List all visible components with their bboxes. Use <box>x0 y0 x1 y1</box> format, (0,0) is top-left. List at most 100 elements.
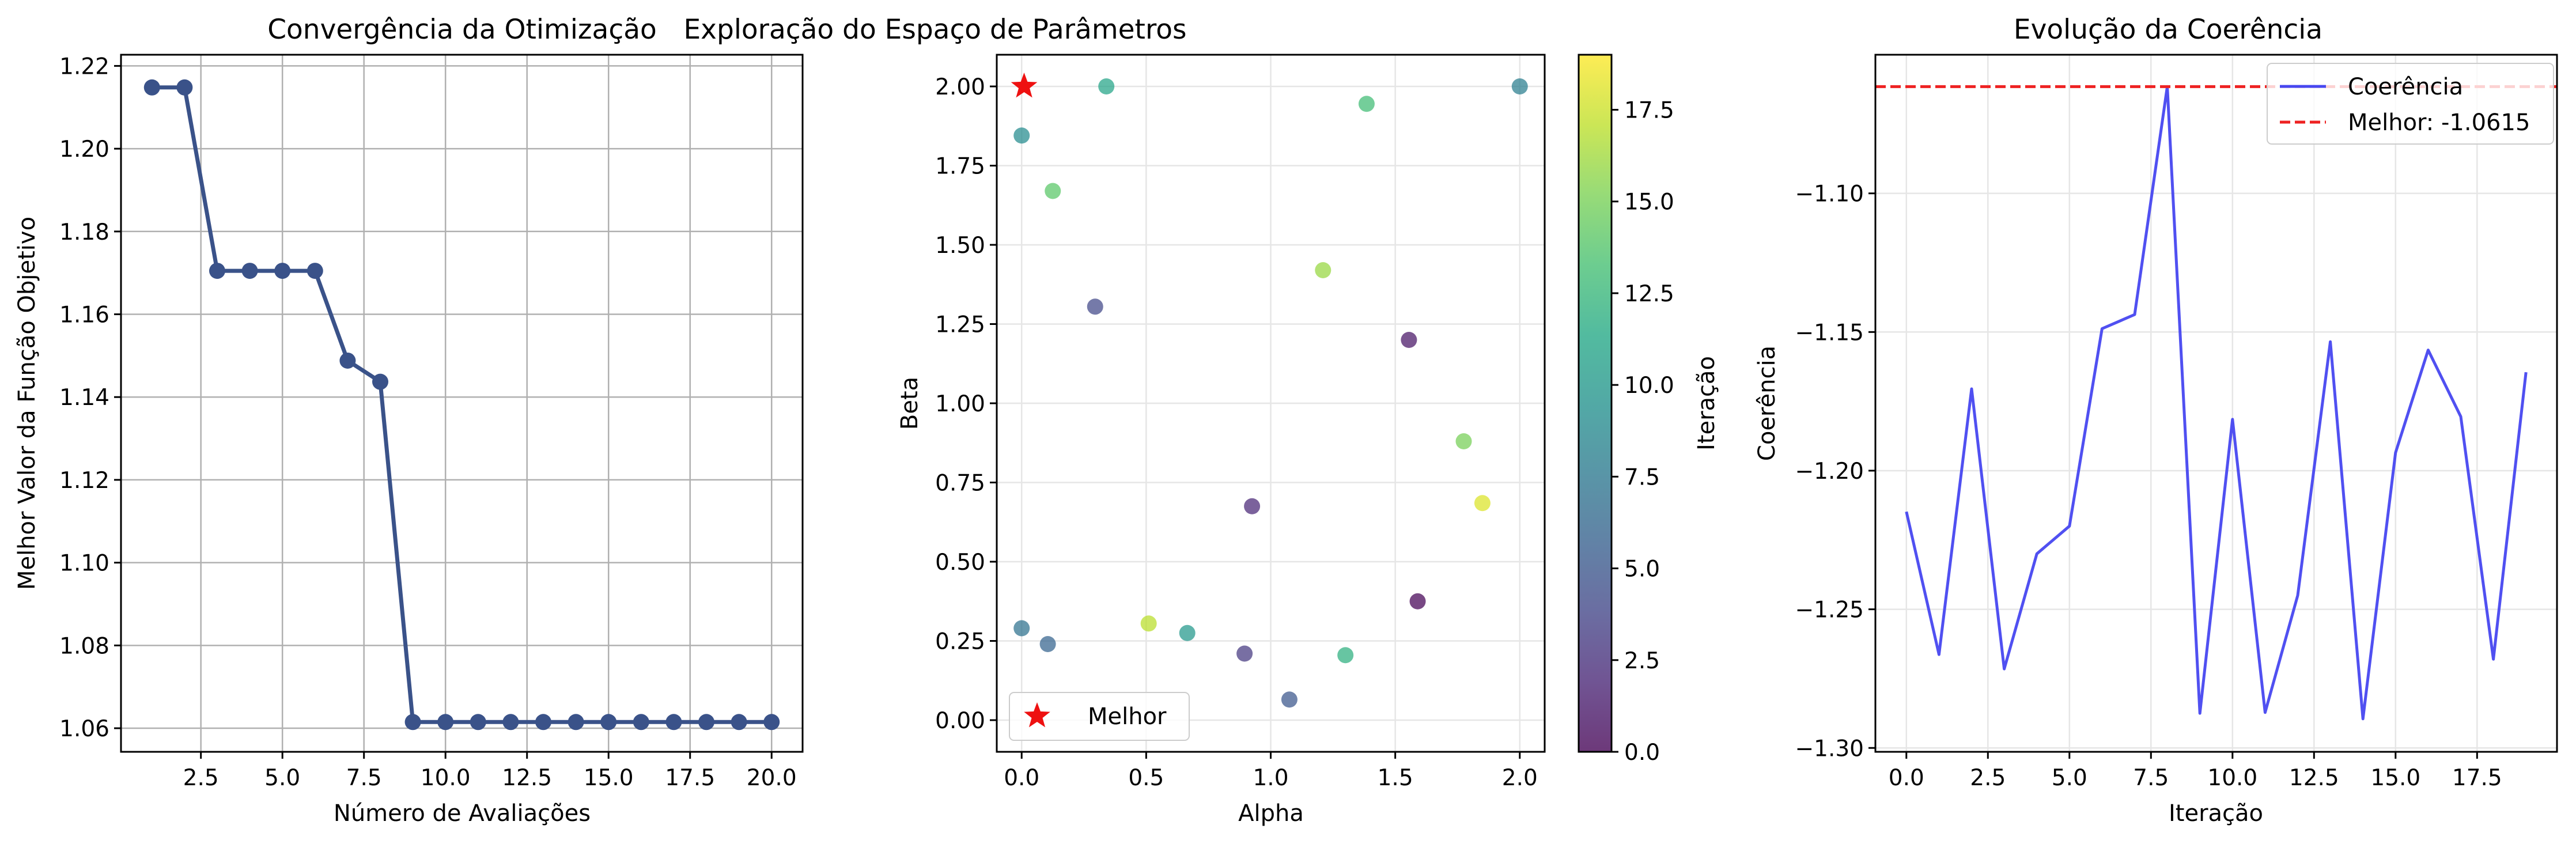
convergence-xtick-label: 10.0 <box>421 765 471 791</box>
convergence-point <box>404 714 421 731</box>
coherence-xtick-label: 0.0 <box>1889 765 1924 791</box>
parameter-point <box>1236 645 1253 662</box>
coherence-ylabel: Coerência <box>1754 346 1780 461</box>
parameter-point <box>1474 495 1491 512</box>
convergence-point <box>209 263 225 279</box>
parameter-space-ytick-label: 1.50 <box>935 233 985 259</box>
coherence-xtick-label: 17.5 <box>2452 765 2502 791</box>
colorbar-gradient <box>1579 55 1612 752</box>
coherence-legend-label: Coerência <box>2348 74 2463 100</box>
coherence-xtick-label: 10.0 <box>2207 765 2257 791</box>
convergence-ytick-label: 1.18 <box>59 219 109 245</box>
convergence-ytick-label: 1.06 <box>59 716 109 742</box>
convergence-ytick-label: 1.22 <box>59 54 109 80</box>
parameter-point <box>1409 593 1426 610</box>
parameter-space-xtick-label: 2.0 <box>1502 765 1538 791</box>
convergence-point <box>633 714 649 731</box>
convergence-point <box>143 79 160 96</box>
colorbar-frame <box>1578 54 1613 753</box>
parameter-space-xtick-label: 1.0 <box>1253 765 1288 791</box>
parameter-point <box>1098 78 1115 94</box>
coherence-line <box>1905 85 2528 721</box>
parameter-space-ytick-label: 0.75 <box>935 471 985 497</box>
convergence-xtick-label: 5.0 <box>264 765 300 791</box>
colorbar-label: Iteração <box>1693 356 1720 451</box>
colorbar-tick-label: 10.0 <box>1624 373 1674 399</box>
coherence-xtick-label: 12.5 <box>2289 765 2339 791</box>
parameter-space-ytick-label: 1.00 <box>935 391 985 417</box>
colorbar-tick-label: 5.0 <box>1624 557 1660 582</box>
parameter-space-xtick-label: 0.5 <box>1128 765 1164 791</box>
parameter-space-chart: Exploração do Espaço de Parâmetros 0.0 0.… <box>683 14 1720 827</box>
coherence-chart: Evolução da Coerência 0.0 2.5 5.0 7.5 10.0 12… <box>1754 14 2558 827</box>
parameter-space-legend-label: Melhor <box>1088 703 1167 730</box>
parameter-point <box>1140 615 1157 632</box>
convergence-plot-frame <box>120 54 804 753</box>
convergence-xtick-label: 20.0 <box>747 765 797 791</box>
parameter-point <box>1401 332 1417 348</box>
parameter-space-ylabel: Beta <box>897 377 923 430</box>
colorbar-tick-label: 15.0 <box>1624 190 1674 215</box>
coherence-xtick-label: 7.5 <box>2133 765 2169 791</box>
convergence-xtick-label: 7.5 <box>346 765 382 791</box>
convergence-ytick-label: 1.20 <box>59 137 109 162</box>
convergence-point <box>665 714 682 731</box>
coherence-legend: Coerência Melhor: -1.0615 <box>2267 63 2554 145</box>
convergence-point <box>600 714 617 731</box>
coherence-xtick-label: 5.0 <box>2052 765 2087 791</box>
parameter-point <box>1337 647 1354 664</box>
parameter-space-ytick-label: 1.25 <box>935 312 985 338</box>
parameter-space-ytick-label: 1.75 <box>935 154 985 180</box>
convergence-point <box>307 263 323 279</box>
coherence-xtick-label: 2.5 <box>1970 765 2006 791</box>
coherence-ytick-label: −1.10 <box>1795 181 1864 207</box>
parameter-point <box>1179 625 1196 641</box>
convergence-point <box>274 263 291 279</box>
convergence-title: Convergência da Otimização <box>267 14 657 46</box>
coherence-xlabel: Iteração <box>2169 800 2263 827</box>
convergence-point <box>731 714 747 731</box>
parameter-point <box>1045 183 1061 199</box>
parameter-point <box>1013 127 1030 144</box>
parameter-point <box>1013 620 1030 637</box>
convergence-xtick-label: 12.5 <box>502 765 552 791</box>
convergence-ytick-label: 1.14 <box>59 385 109 411</box>
colorbar-tick-label: 12.5 <box>1624 281 1674 307</box>
coherence-ytick-label: −1.15 <box>1795 320 1864 346</box>
parameter-point <box>1087 298 1103 315</box>
coherence-ytick-label: −1.25 <box>1795 597 1864 623</box>
parameter-point <box>1455 433 1472 449</box>
convergence-point <box>502 714 519 731</box>
parameter-space-ytick-label: 0.50 <box>935 550 985 576</box>
parameter-space-xtick-label: 0.0 <box>1004 765 1039 791</box>
colorbar-tick-label: 0.0 <box>1624 740 1660 766</box>
parameter-space-ytick-label: 0.25 <box>935 629 985 655</box>
best-star-icon <box>1024 702 1050 728</box>
convergence-point <box>241 263 258 279</box>
colorbar-tick-label: 7.5 <box>1624 464 1660 490</box>
convergence-xlabel: Número de Avaliações <box>334 800 591 827</box>
convergence-xtick-label: 17.5 <box>665 765 715 791</box>
convergence-point <box>339 352 356 369</box>
convergence-chart: Convergência da Otimização 2.5 5.0 7.5 10.0… <box>14 14 804 827</box>
parameter-space-xlabel: Alpha <box>1238 800 1304 827</box>
parameter-space-title: Exploração do Espaço de Parâmetros <box>683 14 1186 46</box>
convergence-xtick-label: 2.5 <box>183 765 219 791</box>
coherence-ytick-label: −1.30 <box>1795 736 1864 762</box>
best-legend-label: Melhor: -1.0615 <box>2348 109 2530 136</box>
coherence-plot-frame <box>1874 54 2558 753</box>
colorbar-tick-label: 17.5 <box>1624 98 1674 124</box>
coherence-ytick-label: −1.20 <box>1795 459 1864 485</box>
convergence-xtick-label: 15.0 <box>584 765 634 791</box>
parameter-point <box>1244 498 1261 514</box>
parameter-point <box>1281 691 1298 708</box>
parameter-space-ytick-label: 2.00 <box>935 74 985 100</box>
convergence-ytick-label: 1.10 <box>59 551 109 577</box>
parameter-point <box>1511 78 1528 94</box>
parameter-point <box>1315 262 1331 278</box>
parameter-space-xtick-label: 1.5 <box>1378 765 1413 791</box>
parameter-point <box>1039 636 1056 652</box>
best-point-star <box>1011 73 1038 98</box>
iteration-colorbar: 0.0 2.5 5.0 7.5 10.0 12.5 15.0 17.5 Iteração <box>1578 54 1720 766</box>
